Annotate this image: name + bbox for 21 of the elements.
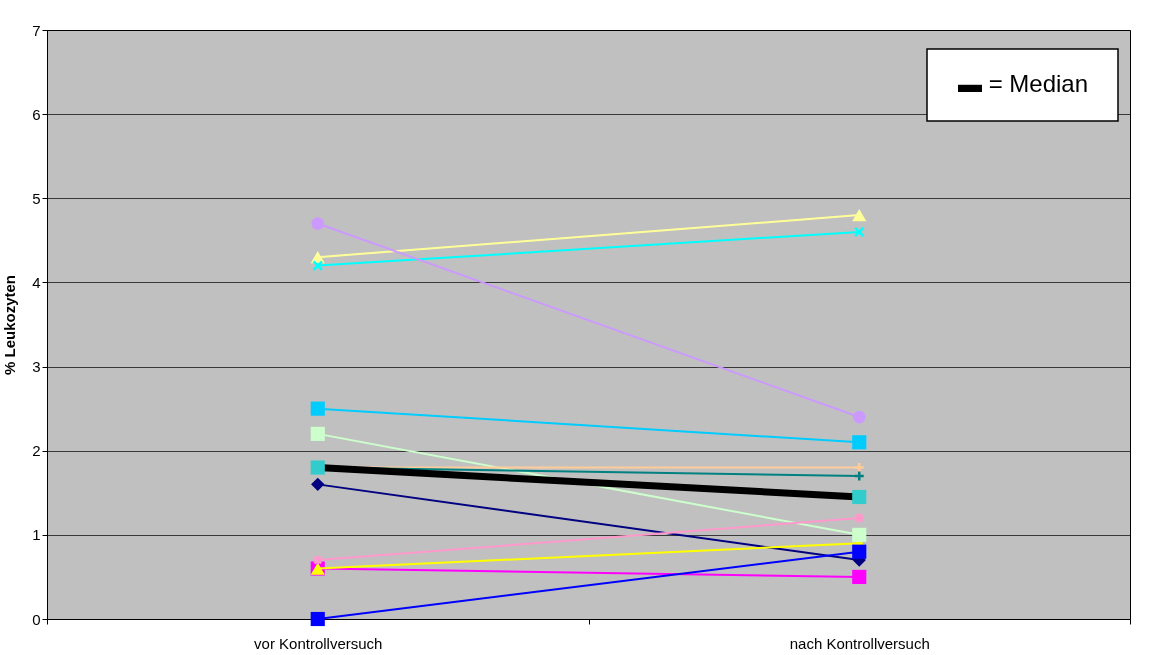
point: [311, 217, 325, 230]
y-tick-label: 6: [32, 105, 41, 123]
point: [852, 435, 867, 450]
x-tick-label: nach Kontrollversuch: [789, 634, 930, 652]
y-tick-label: 4: [32, 273, 41, 291]
point: [310, 426, 325, 441]
y-tick-label: 7: [32, 21, 41, 39]
point: [310, 611, 325, 627]
point: [852, 569, 867, 584]
point: [311, 477, 325, 492]
point: [852, 410, 866, 424]
y-axis-title: % Leukozyten: [1, 274, 19, 376]
y-tick-label: 0: [32, 610, 41, 628]
y-tick-label: 3: [32, 358, 41, 376]
y-tick-label: 1: [32, 526, 41, 544]
y-tick-label: 2: [32, 442, 41, 460]
point: [853, 226, 865, 238]
point: [310, 401, 325, 416]
x-tick-label: vor Kontrollversuch: [254, 634, 383, 652]
annotation: ▬ = Median: [957, 70, 1089, 97]
y-tick-label: 5: [32, 189, 41, 207]
